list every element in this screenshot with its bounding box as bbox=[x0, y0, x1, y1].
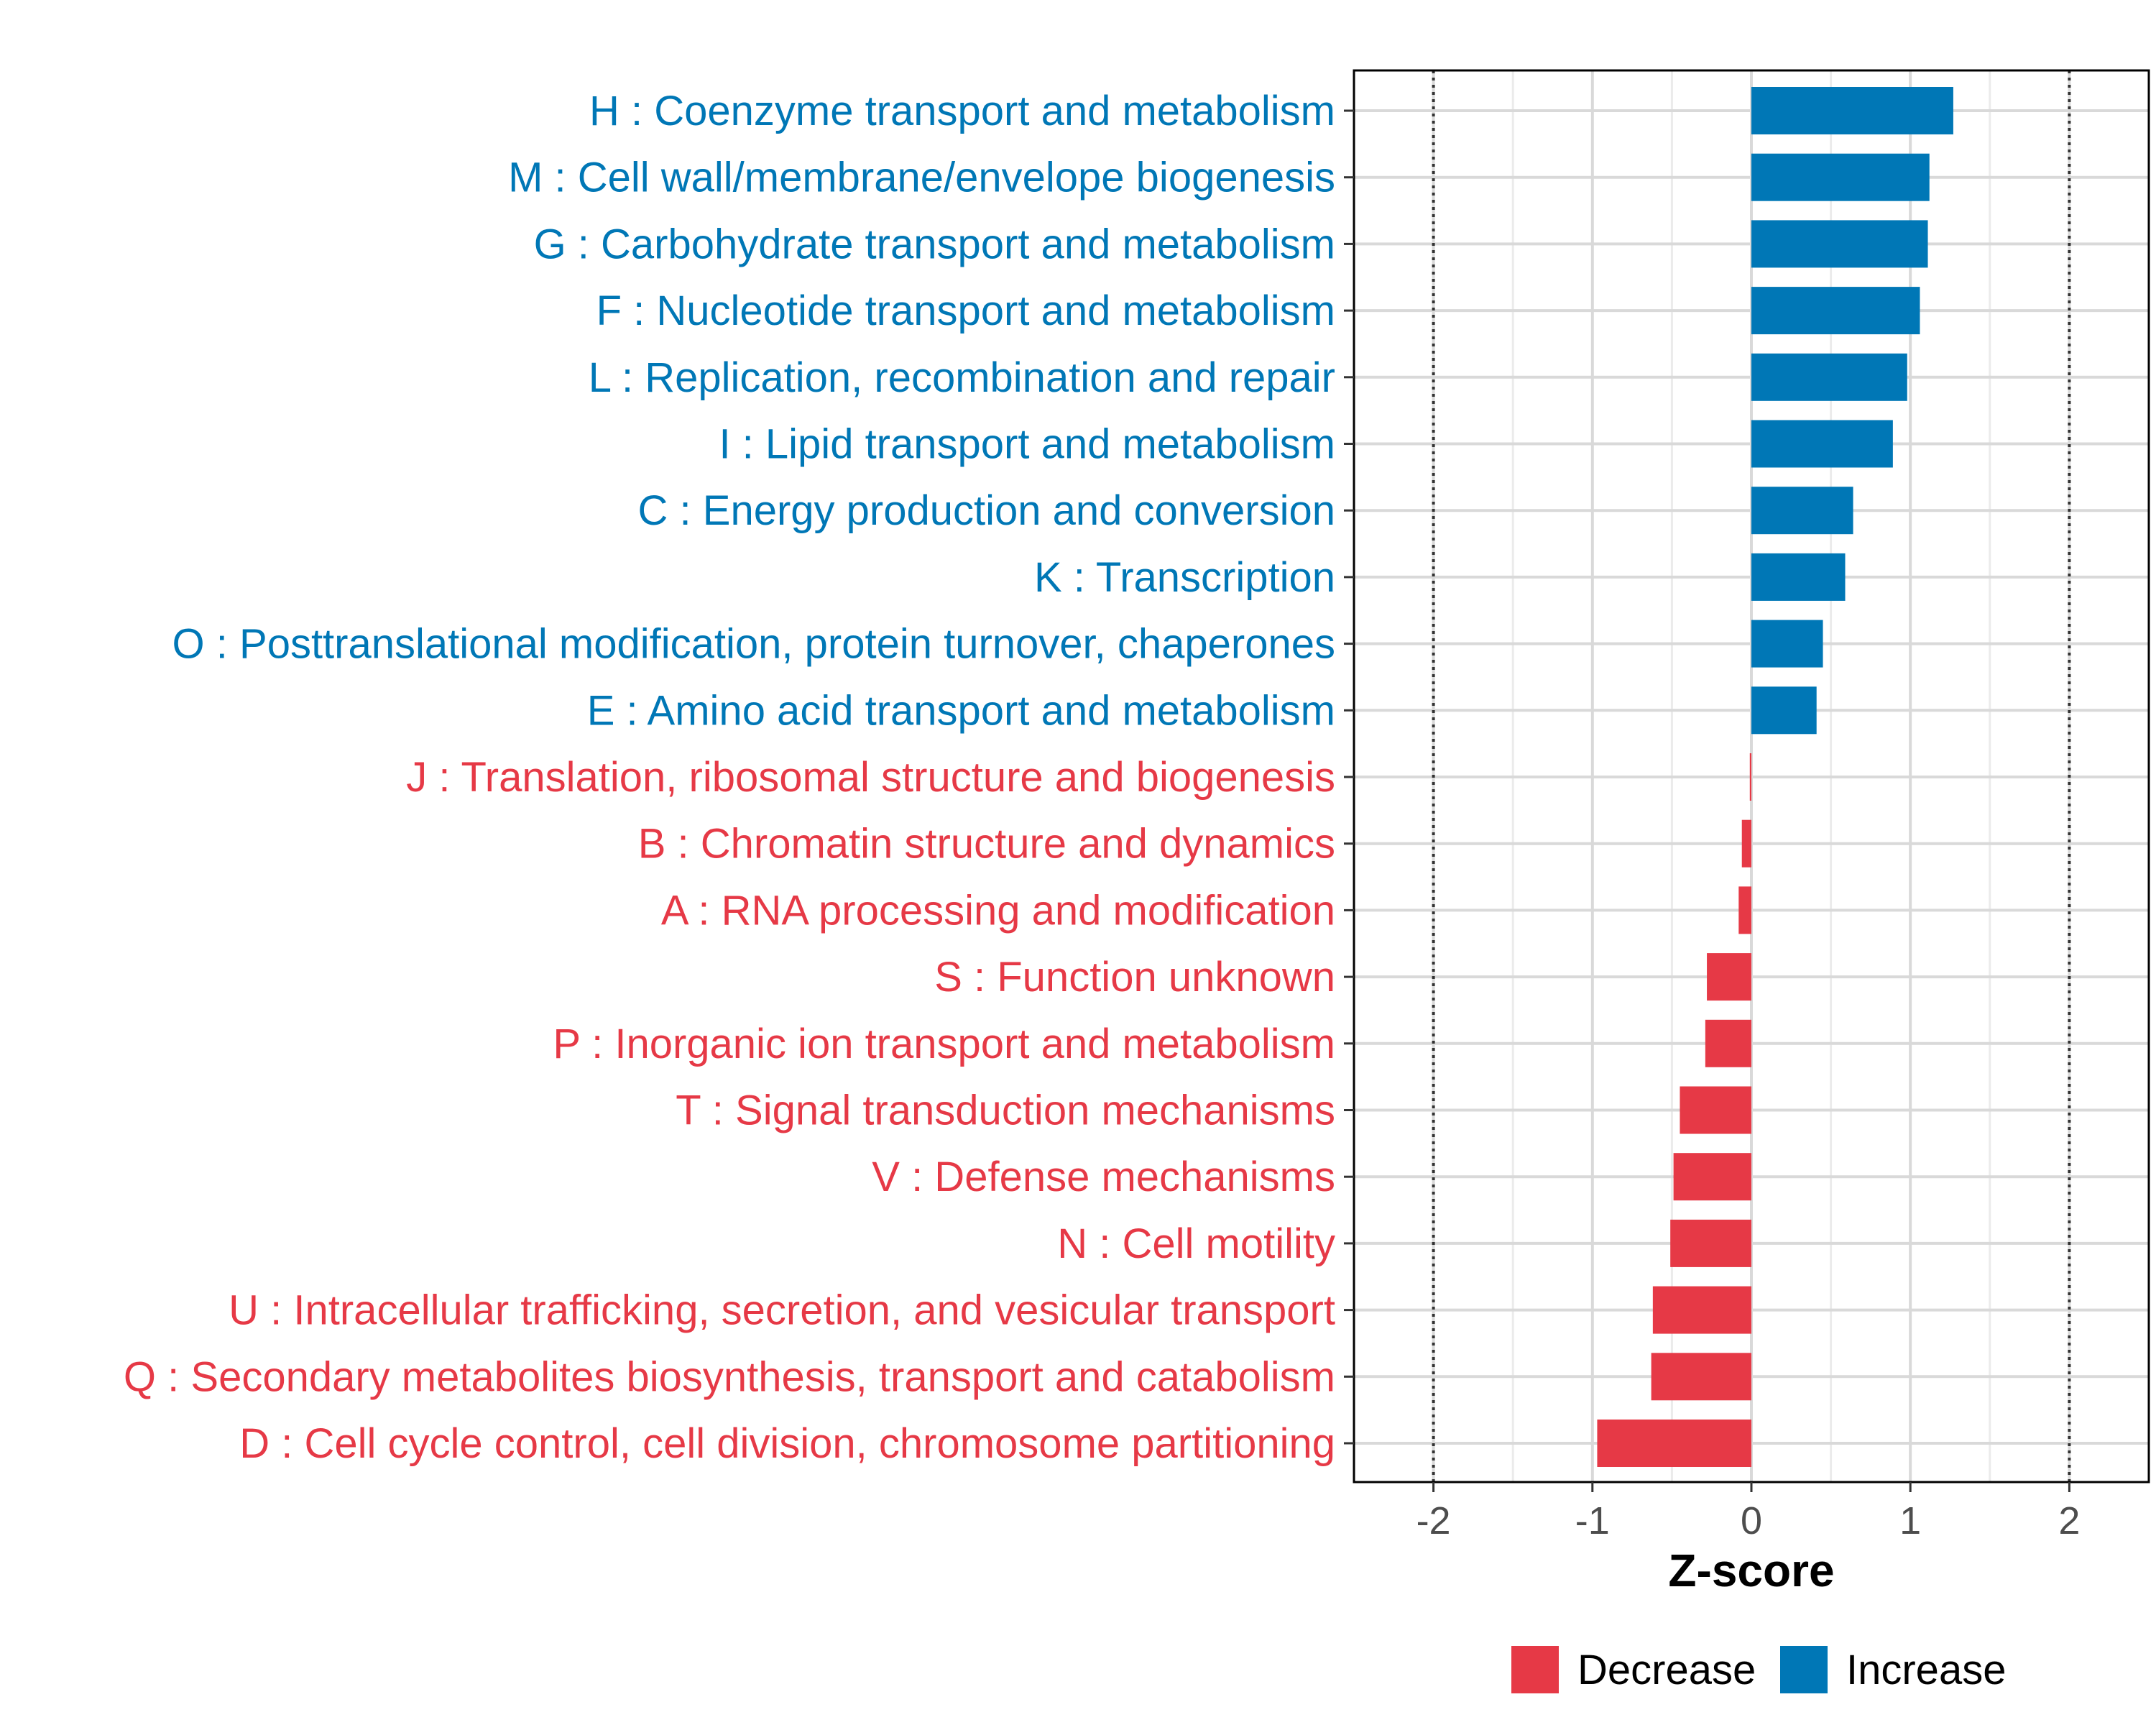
bar bbox=[1749, 753, 1751, 801]
legend-label: Decrease bbox=[1577, 1647, 1756, 1693]
bar bbox=[1651, 1353, 1751, 1401]
category-label: Q : Secondary metabolites biosynthesis, … bbox=[124, 1353, 1335, 1400]
legend-swatch bbox=[1511, 1646, 1559, 1693]
category-label: B : Chromatin structure and dynamics bbox=[638, 821, 1335, 868]
y-axis-ticks bbox=[1344, 109, 1354, 1445]
category-label: U : Intracellular trafficking, secretion… bbox=[229, 1287, 1335, 1334]
bar bbox=[1751, 553, 1846, 601]
category-labels: H : Coenzyme transport and metabolism M :… bbox=[124, 88, 1335, 1467]
legend-swatch bbox=[1780, 1646, 1828, 1693]
category-label: P : Inorganic ion transport and metaboli… bbox=[553, 1021, 1335, 1067]
bar bbox=[1741, 819, 1751, 868]
bar bbox=[1738, 886, 1751, 934]
bar bbox=[1751, 686, 1817, 735]
x-axis-title: Z-score bbox=[1668, 1545, 1834, 1596]
bar bbox=[1705, 1019, 1751, 1067]
bar bbox=[1751, 220, 1928, 268]
bar bbox=[1751, 287, 1920, 335]
x-axis-ticks: -2 -1 0 1 2 bbox=[1416, 1482, 2080, 1542]
x-tick-label: -1 bbox=[1575, 1499, 1610, 1542]
bar bbox=[1680, 1086, 1751, 1134]
bar bbox=[1751, 353, 1907, 401]
x-tick-label: 2 bbox=[2058, 1499, 2080, 1542]
legend-label: Increase bbox=[1846, 1647, 2006, 1693]
bar bbox=[1673, 1153, 1751, 1201]
category-label: O : Posttranslational modification, prot… bbox=[172, 621, 1335, 668]
bar bbox=[1751, 87, 1953, 134]
category-label: D : Cell cycle control, cell division, c… bbox=[239, 1420, 1335, 1467]
bar bbox=[1670, 1219, 1751, 1267]
x-tick-label: 1 bbox=[1899, 1499, 1921, 1542]
x-tick-label: -2 bbox=[1416, 1499, 1451, 1542]
category-label: E : Amino acid transport and metabolism bbox=[587, 687, 1335, 734]
bar bbox=[1597, 1420, 1751, 1467]
bars bbox=[1597, 87, 1953, 1467]
x-tick-label: 0 bbox=[1741, 1499, 1762, 1542]
bar bbox=[1751, 420, 1893, 468]
bar bbox=[1707, 953, 1751, 1001]
category-label: C : Energy production and conversion bbox=[638, 487, 1335, 534]
category-label: S : Function unknown bbox=[934, 954, 1335, 1000]
category-label: J : Translation, ribosomal structure and… bbox=[406, 754, 1335, 801]
category-label: K : Transcription bbox=[1034, 554, 1335, 601]
category-label: G : Carbohydrate transport and metabolis… bbox=[534, 221, 1335, 267]
category-label: L : Replication, recombination and repai… bbox=[589, 354, 1335, 401]
bar bbox=[1751, 153, 1930, 201]
reference-lines bbox=[1432, 70, 2071, 1482]
category-label: I : Lipid transport and metabolism bbox=[719, 421, 1335, 468]
bar bbox=[1652, 1286, 1751, 1334]
category-label: A : RNA processing and modification bbox=[661, 887, 1335, 934]
bar bbox=[1751, 620, 1823, 668]
legend: Decrease Increase bbox=[1511, 1646, 2006, 1693]
category-label: H : Coenzyme transport and metabolism bbox=[589, 88, 1335, 134]
category-label: T : Signal transduction mechanisms bbox=[676, 1087, 1335, 1134]
category-label: V : Defense mechanisms bbox=[872, 1154, 1335, 1200]
category-label: N : Cell motility bbox=[1057, 1220, 1335, 1267]
category-label: F : Nucleotide transport and metabolism bbox=[596, 288, 1335, 334]
category-label: M : Cell wall/membrane/envelope biogenes… bbox=[508, 155, 1335, 201]
bar bbox=[1751, 487, 1853, 535]
